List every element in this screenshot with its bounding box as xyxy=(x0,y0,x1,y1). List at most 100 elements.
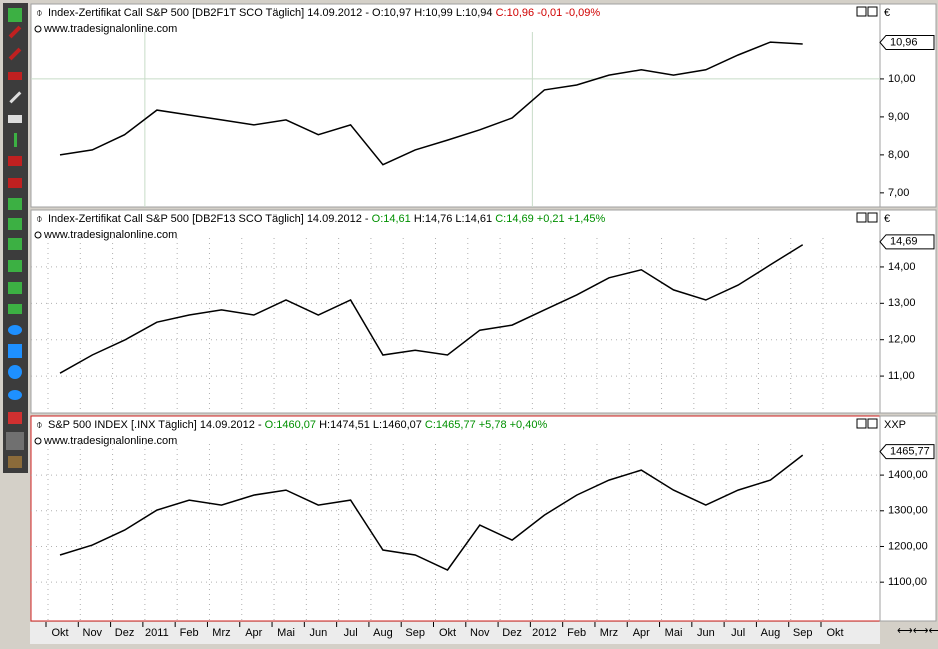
y-tick-label: 9,00 xyxy=(888,111,909,123)
tool-icon[interactable] xyxy=(9,91,22,104)
header-part: O:14,61 xyxy=(372,213,411,225)
x-tick-label: Dez xyxy=(502,627,522,639)
x-tick-label: Feb xyxy=(180,627,199,639)
website: www.tradesignalonline.com xyxy=(43,229,177,241)
price-line xyxy=(59,41,803,166)
header-part: S&P 500 INDEX [.INX Täglich] 14.09.2012 … xyxy=(48,419,265,431)
window-button[interactable] xyxy=(856,6,867,17)
website-icon xyxy=(34,437,42,445)
x-tick-label: Okt xyxy=(51,627,68,639)
header-part: H:1474,51 L:1460,07 xyxy=(316,419,425,431)
tool-icon[interactable] xyxy=(8,156,22,166)
x-tick-label: Okt xyxy=(826,627,843,639)
header-part: C:10,96 -0,01 -0,09% xyxy=(496,7,601,19)
tool-icon[interactable] xyxy=(8,344,22,358)
y-tick-label: 10,00 xyxy=(888,73,916,85)
window-button[interactable] xyxy=(856,212,867,223)
x-tick-label: Jun xyxy=(697,627,715,639)
header-part: Index-Zertifikat Call S&P 500 [DB2F13 SC… xyxy=(48,213,372,225)
x-tick-label: Dez xyxy=(115,627,135,639)
last-price-box xyxy=(879,444,935,460)
tool-icon[interactable] xyxy=(8,304,22,314)
header-part: C:1465,77 +5,78 +0,40% xyxy=(425,419,548,431)
last-price-label: 10,96 xyxy=(890,36,918,48)
y-tick-label: 1400,00 xyxy=(888,469,928,481)
scroll-buttons[interactable]: ⟷⟷⟷ xyxy=(897,625,938,637)
x-tick-label: Mrz xyxy=(600,627,618,639)
x-tick-label: Aug xyxy=(373,627,393,639)
tool-icon[interactable] xyxy=(8,456,22,468)
last-price-label: 14,69 xyxy=(890,236,918,248)
tool-icon[interactable] xyxy=(14,133,17,147)
toolbar xyxy=(3,3,28,473)
header-part: H:14,76 L:14,61 xyxy=(411,213,495,225)
tool-icon[interactable] xyxy=(6,432,24,450)
tool-icon[interactable] xyxy=(8,390,22,400)
tool-icon[interactable] xyxy=(8,47,22,61)
y-tick-label: 8,00 xyxy=(888,149,909,161)
panel-icon: ⌽ xyxy=(36,7,43,19)
website: www.tradesignalonline.com xyxy=(43,23,177,35)
x-tick-label: Mai xyxy=(665,627,683,639)
x-tick-label: 2011 xyxy=(145,627,169,639)
x-tick-label: Apr xyxy=(633,627,650,639)
last-price-label: 1465,77 xyxy=(890,446,930,458)
website: www.tradesignalonline.com xyxy=(43,435,177,447)
website-icon xyxy=(34,231,42,239)
y-tick-label: 11,00 xyxy=(888,370,915,382)
window-button[interactable] xyxy=(867,212,878,223)
panel-header: S&P 500 INDEX [.INX Täglich] 14.09.2012 … xyxy=(48,419,547,431)
tool-icon[interactable] xyxy=(8,178,22,188)
tool-icon[interactable] xyxy=(8,412,22,424)
website-icon xyxy=(34,25,42,33)
y-tick-label: 1100,00 xyxy=(888,576,927,588)
x-tick-label: Okt xyxy=(439,627,456,639)
x-tick-label: Apr xyxy=(245,627,262,639)
y-tick-label: 14,00 xyxy=(888,261,916,273)
x-tick-label: Jun xyxy=(309,627,327,639)
tool-icon[interactable] xyxy=(8,198,22,210)
tool-icon[interactable] xyxy=(8,282,22,294)
tool-icon[interactable] xyxy=(8,260,22,272)
currency-label: € xyxy=(884,213,890,225)
tool-icon[interactable] xyxy=(8,238,22,250)
panel-bg xyxy=(30,415,881,622)
time-axis-bg xyxy=(30,622,880,644)
header-part: Index-Zertifikat Call S&P 500 [DB2F1T SC… xyxy=(48,7,496,19)
x-tick-label: Jul xyxy=(731,627,745,639)
panel-icon: ⌽ xyxy=(36,419,43,431)
tool-icon[interactable] xyxy=(8,325,22,335)
price-line xyxy=(59,454,804,571)
x-tick-label: 2012 xyxy=(532,627,556,639)
last-price-box xyxy=(879,234,935,250)
price-axis-bg xyxy=(879,3,937,208)
x-tick-label: Aug xyxy=(761,627,781,639)
x-tick-label: Nov xyxy=(83,627,103,639)
tool-icon[interactable] xyxy=(8,218,22,230)
last-price-box xyxy=(879,34,935,50)
window-button[interactable] xyxy=(856,418,867,429)
tool-icon[interactable] xyxy=(8,115,22,123)
price-line xyxy=(59,244,804,374)
y-tick-label: 1300,00 xyxy=(888,505,928,517)
tool-icon[interactable] xyxy=(8,72,22,80)
currency-label: € xyxy=(884,7,890,19)
tool-icon[interactable] xyxy=(8,8,22,22)
x-tick-label: Mai xyxy=(277,627,295,639)
tool-icon[interactable] xyxy=(8,365,22,379)
tool-icon[interactable] xyxy=(8,25,22,39)
x-tick-label: Nov xyxy=(470,627,490,639)
panel-header: Index-Zertifikat Call S&P 500 [DB2F13 SC… xyxy=(48,213,606,225)
window-button[interactable] xyxy=(867,418,878,429)
y-tick-label: 1200,00 xyxy=(888,540,928,552)
x-tick-label: Jul xyxy=(344,627,358,639)
currency-label: XXP xyxy=(884,419,906,431)
window-button[interactable] xyxy=(867,6,878,17)
header-part: O:1460,07 xyxy=(265,419,316,431)
header-part: C:14,69 +0,21 +1,45% xyxy=(495,213,605,225)
panel-bg xyxy=(30,209,881,414)
x-tick-label: Sep xyxy=(405,627,425,639)
x-tick-label: Mrz xyxy=(212,627,230,639)
